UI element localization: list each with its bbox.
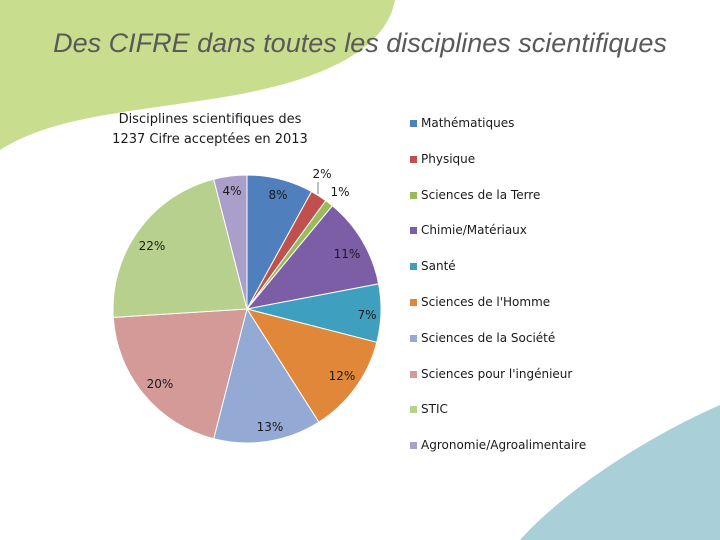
- legend-swatch: [410, 298, 417, 306]
- legend-item: STIC: [410, 398, 710, 434]
- pie-slices: [112, 174, 382, 444]
- pie-slice: [213, 174, 248, 310]
- legend-label: Santé: [421, 259, 456, 274]
- pie-slice: [245, 205, 380, 310]
- pie-slice: [245, 308, 378, 423]
- pie-value-label: 8%: [268, 188, 287, 202]
- legend-label: Sciences pour l'ingénieur: [421, 366, 573, 381]
- legend-swatch: [410, 227, 417, 235]
- legend-item: Sciences de la Société: [410, 327, 710, 363]
- pie-value-label: 1%: [330, 185, 349, 199]
- legend-item: Chimie/Matériaux: [410, 219, 710, 255]
- pie-slice: [112, 308, 248, 440]
- legend-swatch: [410, 370, 417, 378]
- slide-title: Des CIFRE dans toutes les disciplines sc…: [53, 28, 667, 58]
- legend-swatch: [410, 155, 417, 163]
- chart-title-line-1: Disciplines scientifiques des: [118, 112, 302, 127]
- legend-item: Sciences pour l'ingénieur: [410, 363, 710, 399]
- pie-value-label: 7%: [357, 308, 376, 322]
- pie-slice: [213, 307, 320, 444]
- legend-swatch: [410, 406, 417, 414]
- pie-value-label: 20%: [147, 377, 174, 391]
- legend-swatch: [410, 263, 417, 271]
- chart-title-line-2: 1237 Cifre acceptées en 2013: [112, 132, 308, 147]
- legend-label: Mathématiques: [421, 116, 515, 130]
- pie-value-label: 12%: [329, 369, 356, 383]
- legend-label: Sciences de la Société: [421, 330, 556, 345]
- legend-item: Physique: [410, 148, 710, 184]
- legend-label: Chimie/Matériaux: [421, 223, 527, 238]
- legend-item: Agronomie/Agroalimentaire: [410, 434, 710, 470]
- legend-label: Sciences de l'Homme: [421, 294, 551, 309]
- chart-legend: Mathématiques Physique Sciences de la Terr…: [410, 112, 710, 470]
- legend-swatch: [410, 191, 417, 199]
- legend-swatch: [410, 120, 417, 127]
- legend-item: Sciences de l'Homme: [410, 291, 710, 327]
- legend-label: Sciences de la Terre: [421, 187, 541, 202]
- pie-value-label: 2%: [312, 167, 331, 181]
- legend-swatch: [410, 442, 417, 450]
- pie-value-label: 22%: [139, 239, 166, 253]
- legend-item: Mathématiques: [410, 112, 710, 148]
- chart-title: Disciplines scientifiques des 1237 Cifre…: [100, 110, 320, 150]
- blue-background-shape: [520, 405, 720, 540]
- pie-slice: [112, 178, 248, 318]
- legend-item: Sciences de la Terre: [410, 184, 710, 220]
- legend-label: STIC: [421, 402, 448, 417]
- legend-label: Physique: [421, 151, 476, 166]
- legend-item: Santé: [410, 255, 710, 291]
- legend-label: Agronomie/Agroalimentaire: [421, 438, 587, 453]
- legend-swatch: [410, 334, 417, 342]
- pie-value-labels: 8% 2% 1% 11% 7% 12% 13% 20% 22% 4%: [139, 167, 377, 434]
- pie-value-label: 4%: [222, 184, 241, 198]
- pie-value-label: 13%: [257, 420, 284, 434]
- green-background-shape: [0, 0, 395, 150]
- pie-value-label: 11%: [334, 247, 361, 261]
